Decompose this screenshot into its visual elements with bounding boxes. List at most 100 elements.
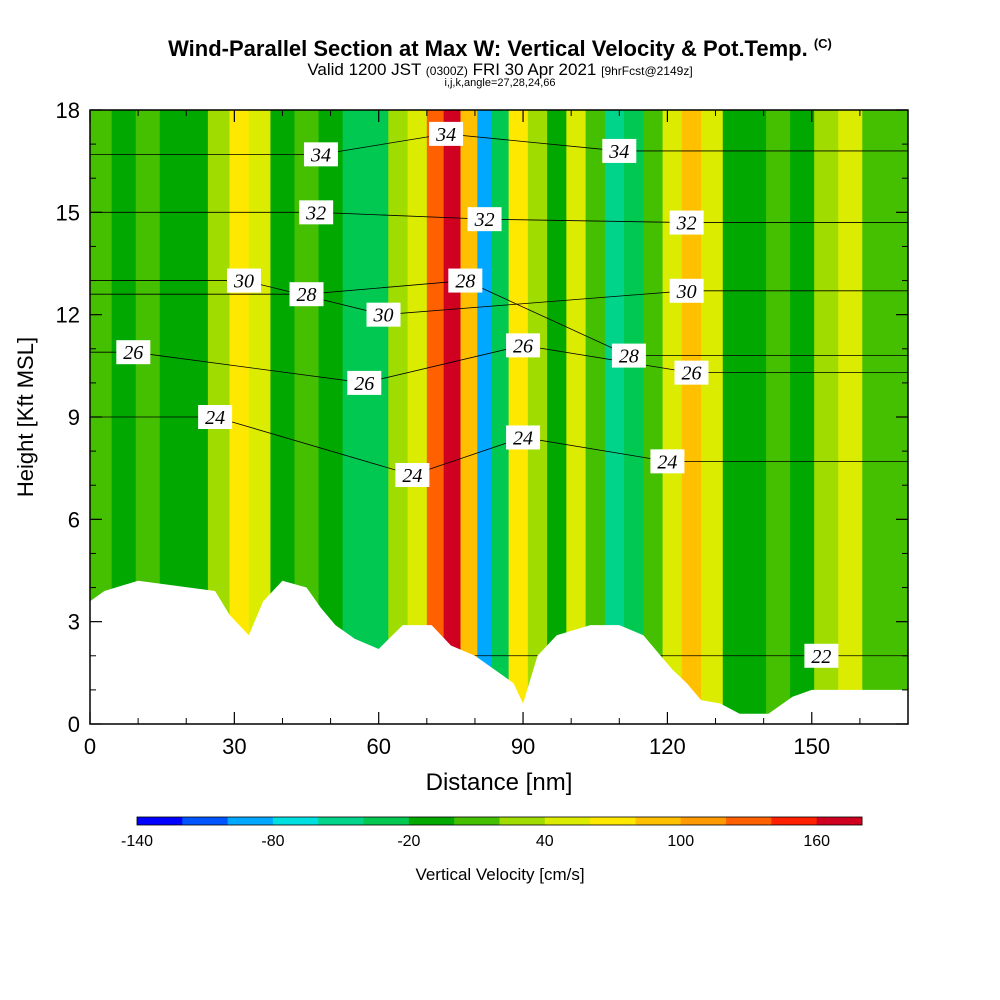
w-column (460, 110, 478, 724)
contour-label-box (347, 370, 382, 395)
y-tick-label: 0 (68, 712, 80, 737)
w-column (604, 110, 625, 724)
contour-label: 32 (299, 200, 334, 225)
colorbar-tick-label: -80 (261, 833, 284, 850)
contour-label-text: 24 (657, 451, 677, 473)
contour-label: 28 (289, 282, 324, 307)
contour-label: 26 (116, 340, 151, 365)
colorbar-label: Vertical Velocity [cm/s] (415, 865, 584, 884)
contour-label-box (506, 425, 541, 450)
contour-label-box (602, 138, 637, 163)
x-tick-label: 90 (511, 734, 535, 759)
colorbar-swatch (771, 817, 818, 825)
y-tick-label: 15 (56, 200, 80, 225)
w-column (491, 110, 510, 724)
colorbar-swatch (318, 817, 364, 825)
y-tick-label: 9 (68, 405, 80, 430)
y-tick-label: 12 (56, 303, 80, 328)
colorbar-swatch (408, 817, 455, 825)
colorbar-frame (136, 816, 863, 826)
contour-label-text: 28 (619, 346, 639, 368)
contour-label-box (669, 278, 704, 303)
w-column (643, 110, 664, 724)
contour-label-text: 30 (676, 281, 697, 303)
x-tick-label: 150 (793, 734, 830, 759)
terrain-mask (90, 580, 908, 724)
w-column (388, 110, 409, 724)
contour-label: 28 (448, 268, 483, 293)
terrain (90, 580, 908, 724)
theta-contour-line (90, 416, 908, 476)
contour-label: 22 (804, 643, 839, 668)
w-column (342, 110, 368, 724)
contour-label: 24 (650, 449, 685, 474)
colorbar-swatch (590, 817, 636, 825)
w-column (701, 110, 724, 724)
w-column (527, 110, 548, 724)
contour-label: 24 (395, 462, 430, 487)
colorbar-tick-label: 160 (803, 833, 830, 850)
y-tick-label: 6 (68, 507, 80, 532)
contour-label-text: 34 (435, 124, 456, 146)
contour-label-text: 26 (123, 342, 143, 364)
w-column (722, 110, 745, 724)
contour-label-box (226, 268, 261, 293)
colorbar-tick-label: 40 (536, 833, 554, 850)
contour-label-box (299, 200, 334, 225)
colorbar-swatch (227, 817, 274, 825)
w-column (862, 110, 887, 724)
w-column (407, 110, 428, 724)
contour-label: 26 (347, 370, 382, 395)
w-column (566, 110, 587, 724)
colorbar-swatch (635, 817, 682, 825)
chart-title-text: Wind-Parallel Section at Max W: Vertical… (168, 36, 808, 61)
contour-label-box (198, 405, 233, 429)
contour-label-text: 28 (297, 284, 317, 306)
contour-label: 34 (429, 121, 464, 146)
w-column (477, 110, 493, 724)
w-column (814, 110, 839, 724)
colorbar-swatch (499, 817, 546, 825)
contour-label-text: 34 (608, 141, 629, 163)
contour-label: 28 (611, 343, 646, 368)
x-tick-label: 0 (84, 734, 96, 759)
w-column (766, 110, 791, 724)
w-column (443, 110, 462, 724)
valid-utc: (0300Z) (425, 64, 468, 78)
colorbar-swatch (182, 817, 229, 825)
y-axis-label: Height [Kft MSL] (13, 337, 38, 497)
contour-label: 34 (303, 142, 338, 167)
w-column (744, 110, 767, 724)
chart-title-mark: (C) (813, 36, 832, 51)
x-tick-label: 120 (649, 734, 686, 759)
contour-label-box (395, 462, 430, 487)
w-column (229, 110, 250, 724)
contour-label-box (650, 449, 685, 474)
colorbar-swatch (137, 817, 183, 825)
w-column (662, 110, 683, 724)
contour-label-text: 30 (373, 305, 394, 327)
contour-label: 30 (226, 268, 261, 293)
chart-params: i,j,k,angle=27,28,24,66 (444, 77, 556, 89)
colorbar-swatch (680, 817, 727, 825)
contour-label-text: 24 (205, 407, 225, 429)
contour-label-box (506, 333, 541, 358)
contour-label-text: 28 (455, 271, 475, 293)
x-tick-label: 30 (222, 734, 246, 759)
colorbar-tick-label: -20 (397, 833, 420, 850)
y-tick-label: 18 (56, 98, 80, 123)
contour-label-text: 32 (305, 202, 326, 224)
contour-label-text: 24 (513, 427, 533, 449)
contour-label: 26 (674, 360, 709, 385)
contour-label-text: 26 (513, 335, 533, 357)
colorbar-tick-label: -140 (121, 833, 153, 850)
contour-label-box (611, 343, 646, 368)
w-column (838, 110, 863, 724)
contour-label-text: 22 (811, 646, 831, 668)
colorbar: -140 -80 -20 40 100 160 (121, 816, 863, 850)
w-column (547, 110, 567, 724)
contour-label-box (669, 210, 704, 235)
w-column (248, 110, 272, 724)
contour-label: 30 (366, 302, 401, 327)
